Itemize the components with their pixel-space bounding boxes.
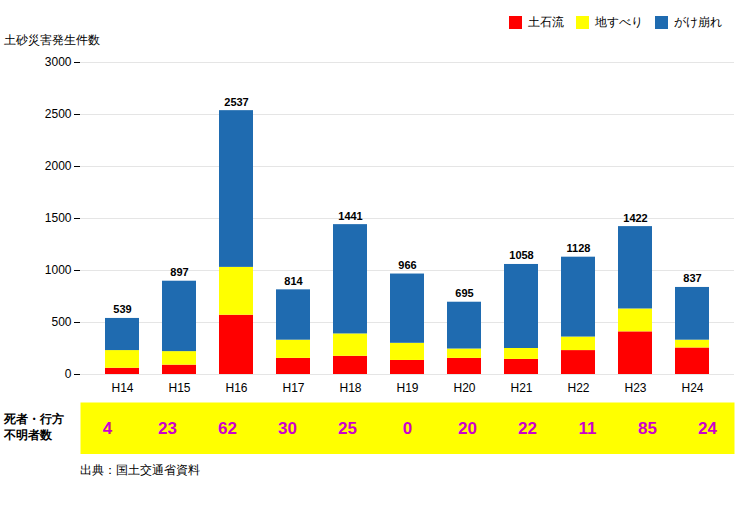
svg-text:23: 23 xyxy=(158,419,177,438)
svg-text:1500: 1500 xyxy=(45,211,72,225)
svg-text:62: 62 xyxy=(218,419,237,438)
svg-text:814: 814 xyxy=(284,275,303,287)
svg-text:20: 20 xyxy=(458,419,477,438)
svg-text:500: 500 xyxy=(51,315,71,329)
svg-text:H21: H21 xyxy=(510,381,532,395)
svg-text:H15: H15 xyxy=(168,381,190,395)
html-text:がけ崩れ: がけ崩れ xyxy=(674,15,722,29)
html-text:土石流: 土石流 xyxy=(528,15,564,29)
svg-text:H22: H22 xyxy=(567,381,589,395)
svg-text:1058: 1058 xyxy=(509,249,533,261)
svg-text:1441: 1441 xyxy=(338,210,362,222)
svg-text:85: 85 xyxy=(638,419,657,438)
svg-text:土砂災害発生件数: 土砂災害発生件数 xyxy=(4,33,100,47)
svg-text:H18: H18 xyxy=(339,381,361,395)
svg-text:H23: H23 xyxy=(624,381,646,395)
svg-text:4: 4 xyxy=(103,419,113,438)
svg-text:2500: 2500 xyxy=(45,107,72,121)
svg-text:1000: 1000 xyxy=(45,263,72,277)
html-text:地すべり: 地すべり xyxy=(595,15,643,29)
svg-text:695: 695 xyxy=(455,287,473,299)
svg-text:1128: 1128 xyxy=(567,242,591,254)
svg-text:25: 25 xyxy=(338,419,357,438)
svg-text:H24: H24 xyxy=(681,381,703,395)
svg-text:24: 24 xyxy=(698,419,717,438)
svg-text:897: 897 xyxy=(170,266,188,278)
svg-text:H19: H19 xyxy=(396,381,418,395)
svg-text:0: 0 xyxy=(403,419,412,438)
svg-text:30: 30 xyxy=(278,419,297,438)
svg-text:H14: H14 xyxy=(111,381,133,395)
svg-text:539: 539 xyxy=(113,303,131,315)
html-text:死者・行方: 死者・行方 xyxy=(4,412,64,427)
svg-text:966: 966 xyxy=(398,259,416,271)
html-text:不明者数: 不明者数 xyxy=(4,428,52,442)
svg-text:2000: 2000 xyxy=(45,159,72,173)
svg-text:2537: 2537 xyxy=(224,96,248,108)
svg-text:H17: H17 xyxy=(282,381,304,395)
svg-text:11: 11 xyxy=(579,419,597,438)
svg-text:837: 837 xyxy=(683,272,701,284)
svg-text:0: 0 xyxy=(65,367,72,381)
svg-text:3000: 3000 xyxy=(45,55,72,69)
html-text:出典：国土交通省資料: 出典：国土交通省資料 xyxy=(80,463,200,477)
svg-text:22: 22 xyxy=(518,419,537,438)
svg-text:H20: H20 xyxy=(453,381,475,395)
svg-text:1422: 1422 xyxy=(623,212,647,224)
svg-text:H16: H16 xyxy=(225,381,247,395)
